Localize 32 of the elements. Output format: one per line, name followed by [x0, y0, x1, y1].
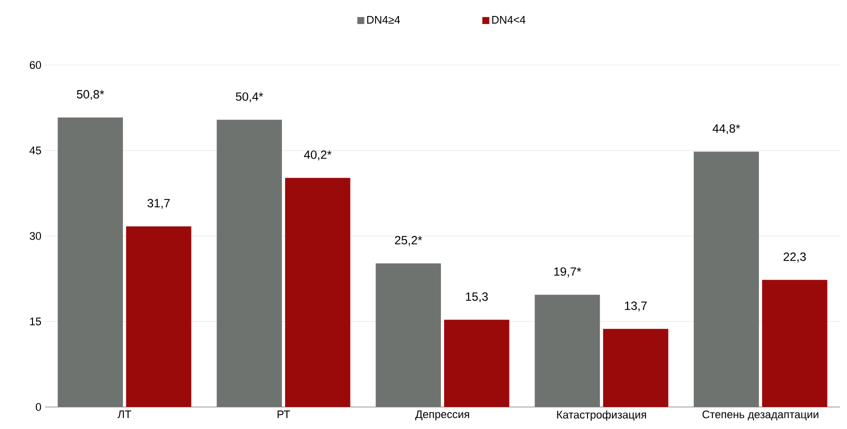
y-tick-label: 15: [30, 318, 42, 326]
legend-label: DN4<4: [492, 16, 526, 24]
data-label: 40,2*: [304, 150, 332, 160]
bar: [444, 320, 510, 407]
y-tick-label: 0: [36, 403, 42, 411]
y-tick-label: 60: [30, 61, 42, 69]
x-tick-label: Депрессия: [415, 410, 470, 420]
bar: [762, 280, 828, 407]
data-label: 15,3: [466, 292, 488, 302]
data-label: 50,4*: [236, 92, 264, 102]
legend-label: DN4≥4: [367, 16, 400, 24]
bar: [126, 226, 192, 407]
x-tick-label: Катастрофизация: [557, 410, 646, 421]
x-tick-label: Степень дезадаптации: [702, 410, 818, 420]
bar: [58, 117, 123, 407]
bar: [603, 328, 668, 407]
data-label: 31,7: [148, 198, 170, 209]
bar: [285, 178, 350, 407]
data-label: 19,7*: [554, 267, 582, 278]
bar: [376, 263, 441, 407]
data-label: 25,2*: [394, 236, 422, 246]
y-tick-label: 45: [30, 146, 42, 154]
data-label: 22,3: [784, 252, 806, 262]
bar: [216, 120, 282, 407]
data-label: 44,8*: [712, 124, 740, 134]
x-tick-label: ЛТ: [118, 410, 132, 418]
x-tick-label: РТ: [278, 410, 290, 418]
data-label: 13,7: [624, 302, 647, 312]
data-label: 50,8*: [76, 90, 104, 100]
y-tick-label: 30: [30, 232, 42, 240]
bar: [534, 294, 600, 407]
bar: [694, 152, 759, 407]
